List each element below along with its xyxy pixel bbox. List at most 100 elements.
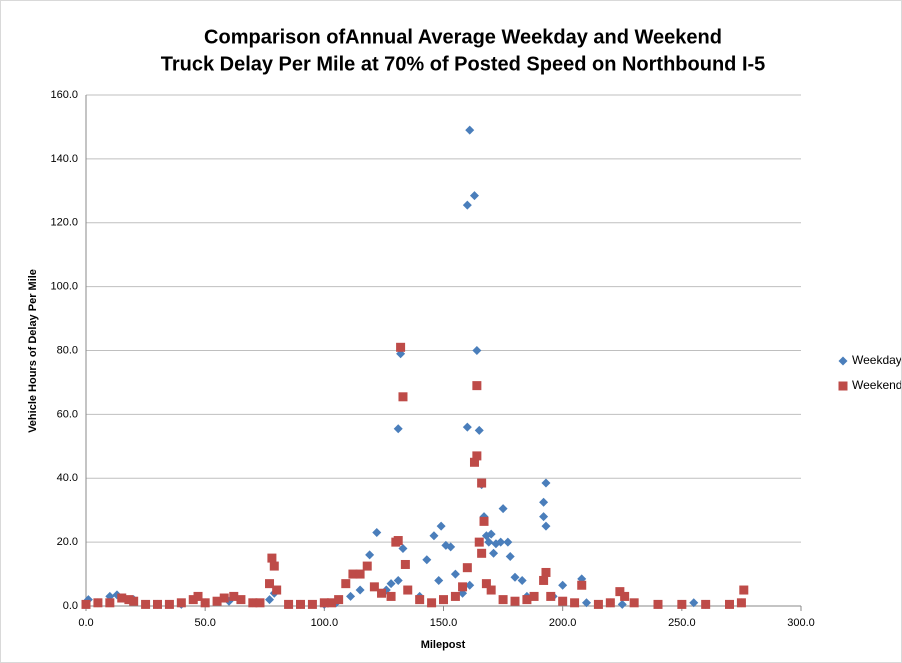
point [372,528,382,538]
x-axis-title: Milepost [421,639,466,651]
point [539,512,549,522]
point [489,548,499,558]
point [427,598,437,608]
point [193,591,203,601]
point [105,598,115,608]
point [486,585,496,595]
point [620,591,630,601]
point [474,425,484,435]
y-tick-label: 0.0 [63,600,78,612]
point [355,569,365,579]
point [393,575,403,585]
point [472,346,482,355]
point [529,591,539,601]
point [510,596,520,606]
point [248,598,258,608]
point [725,599,734,609]
point [188,595,198,605]
x-tick-label: 150.0 [430,617,458,629]
y-tick-label: 120.0 [50,217,78,229]
point [296,599,305,609]
point [479,516,489,526]
point [415,595,425,605]
point [481,579,491,589]
point [505,551,515,561]
point [200,598,210,608]
point [267,553,277,563]
point [124,595,134,605]
point [141,599,151,609]
x-tick-label: 300.0 [787,617,815,629]
point [474,537,484,547]
point [117,593,127,603]
point [486,529,496,539]
y-tick-label: 60.0 [57,408,78,420]
point [446,542,456,552]
point [539,575,549,585]
point [265,579,275,589]
point [677,599,687,609]
point [265,595,275,605]
point [396,342,406,352]
point [398,392,408,402]
point [269,561,279,571]
point [541,478,551,488]
point [469,191,479,201]
point [593,599,603,609]
chart-title: Comparison ofAnnual Average Weekday and … [204,26,722,48]
point [362,561,372,571]
point [355,585,365,595]
point [558,596,568,606]
point [539,497,549,507]
point [605,598,615,608]
point [341,579,351,589]
point [284,599,294,609]
point [558,580,568,590]
y-axis-title: Vehicle Hours of Delay Per Mile [27,269,39,433]
point [689,598,699,608]
point [462,422,472,432]
chart-title: Truck Delay Per Mile at 70% of Posted Sp… [161,53,766,75]
x-tick-label: 250.0 [668,617,696,629]
point [472,381,482,391]
point [153,599,162,609]
point [503,537,513,547]
point [400,559,410,569]
point [346,591,356,601]
y-tick-label: 40.0 [57,472,78,484]
point [615,587,625,597]
point [541,567,551,577]
point [129,596,139,606]
point [398,544,408,554]
point [236,595,246,605]
point [219,593,229,603]
legend-label: Weekday [852,353,902,367]
point [582,598,591,608]
point [434,575,444,585]
point [465,125,475,135]
point [617,599,627,609]
point [176,598,186,608]
x-tick-label: 100.0 [311,617,339,629]
point [701,599,711,609]
point [365,550,375,560]
point [326,598,336,608]
point [450,569,460,579]
point [212,596,222,606]
point [496,537,506,547]
point [477,548,487,558]
point [255,598,265,608]
y-tick-label: 160.0 [50,89,78,101]
point [570,598,580,608]
point [403,585,413,595]
point [458,582,468,592]
point [522,595,532,605]
x-tick-label: 200.0 [549,617,577,629]
point [307,599,317,609]
y-tick-label: 20.0 [57,536,78,548]
point [498,595,508,605]
legend-marker [838,356,848,366]
y-tick-label: 100.0 [50,281,78,293]
point [386,591,396,601]
